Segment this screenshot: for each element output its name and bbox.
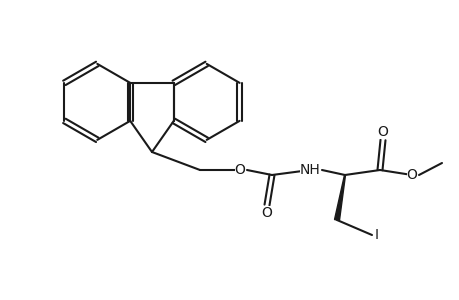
Text: I: I (374, 228, 378, 242)
Text: O: O (377, 125, 387, 139)
Text: NH: NH (299, 163, 319, 177)
Text: O: O (406, 168, 416, 182)
Text: O: O (234, 163, 245, 177)
Text: O: O (261, 206, 272, 220)
Polygon shape (334, 175, 345, 220)
